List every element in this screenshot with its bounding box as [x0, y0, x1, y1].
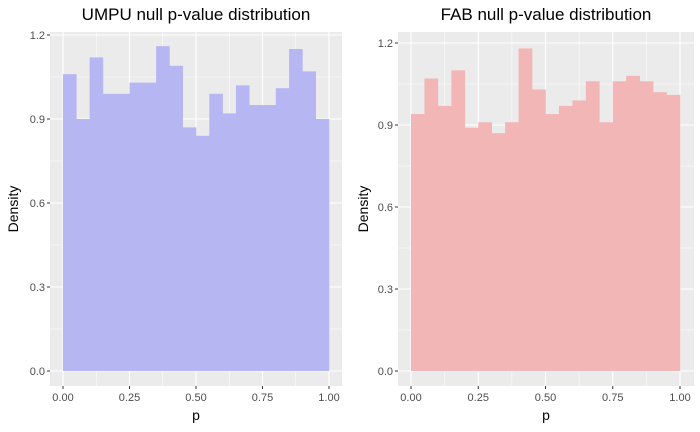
umpu-histogram-bar: [235, 85, 250, 372]
umpu-histogram-bar: [289, 49, 303, 371]
umpu-x-tick-label: 0.75: [252, 392, 273, 404]
fab-histogram-bar: [599, 122, 614, 372]
fab-ticks: 0.00 0.25 0.50 0.75 1.00 0.0 0.3 0.6 0.9 1.2: [378, 38, 691, 404]
umpu-histogram-bar: [129, 82, 144, 371]
fab-histogram-bar: [411, 114, 425, 372]
fab-histogram-bar: [532, 89, 546, 371]
umpu-y-tick-label: 0.9: [30, 114, 45, 126]
umpu-x-tick-label: 0.25: [119, 392, 140, 404]
fab-histogram-bar: [558, 105, 573, 371]
fab-chart-title: FAB null p-value distribution: [441, 5, 652, 24]
fab-histogram-bar: [518, 48, 533, 371]
umpu-x-tick-label: 1.00: [318, 392, 339, 404]
umpu-histogram-bar: [222, 113, 237, 372]
umpu-histogram: 0.00 0.25 0.50 0.75 1.00 0.0 0.3 0.6 0.9 1.2 UMPU…: [5, 5, 342, 423]
fab-x-tick-label: 1.00: [669, 392, 690, 404]
fab-histogram-bar: [505, 122, 519, 372]
fab-histogram-bar: [666, 94, 681, 371]
fab-y-tick-label: 1.2: [378, 38, 393, 50]
umpu-x-tick-label: 0.00: [52, 392, 73, 404]
umpu-y-tick-label: 0.3: [30, 282, 45, 294]
umpu-histogram-bar: [262, 105, 277, 371]
fab-histogram-bar: [653, 92, 667, 371]
umpu-y-tick-label: 0.6: [30, 198, 45, 210]
fab-histogram-bar: [464, 127, 479, 371]
fab-histogram-bar: [572, 100, 587, 372]
umpu-histogram-bar: [182, 127, 197, 372]
fab-histogram-bar: [437, 105, 452, 371]
umpu-histogram-bar: [209, 93, 223, 372]
umpu-histogram-bar: [249, 105, 263, 371]
umpu-histogram-bar: [275, 88, 290, 371]
umpu-x-axis-label: p: [192, 407, 200, 423]
umpu-y-tick-label: 1.2: [30, 30, 45, 42]
fab-y-tick-label: 0.9: [378, 120, 393, 132]
umpu-histogram-bar: [315, 119, 330, 371]
fab-histogram-bar: [585, 81, 600, 372]
umpu-histogram-bar: [102, 93, 117, 372]
fab-histogram-bar: [491, 133, 506, 371]
umpu-histogram-bar: [302, 71, 316, 372]
fab-histogram: 0.00 0.25 0.50 0.75 1.00 0.0 0.3 0.6 0.9 1.2 FAB …: [355, 5, 694, 423]
umpu-histogram-bar: [142, 82, 157, 371]
fab-x-tick-label: 0.50: [535, 392, 556, 404]
fab-histogram-bar: [626, 75, 640, 372]
fab-bars: [411, 48, 681, 372]
umpu-histogram-bar: [169, 65, 183, 372]
fab-x-tick-label: 0.25: [468, 392, 489, 404]
fab-histogram-bar: [478, 122, 492, 372]
umpu-histogram-bar: [196, 135, 210, 371]
fab-x-axis-label: p: [542, 407, 550, 423]
fab-x-tick-label: 0.00: [400, 392, 421, 404]
umpu-ticks: 0.00 0.25 0.50 0.75 1.00 0.0 0.3 0.6 0.9 1.2: [30, 30, 340, 404]
umpu-histogram-bar: [63, 74, 77, 371]
fab-y-axis-label: Density: [355, 186, 371, 233]
fab-histogram-bar: [424, 78, 439, 372]
fab-x-tick-label: 0.75: [602, 392, 623, 404]
umpu-x-tick-label: 0.50: [185, 392, 206, 404]
fab-histogram-bar: [612, 81, 627, 372]
umpu-histogram-bar: [89, 57, 104, 372]
fab-histogram-bar: [451, 70, 466, 371]
umpu-y-tick-label: 0.0: [30, 366, 45, 378]
fab-histogram-bar: [639, 81, 654, 372]
umpu-bars: [63, 46, 330, 372]
fab-y-tick-label: 0.0: [378, 366, 393, 378]
umpu-histogram-bar: [76, 119, 90, 371]
umpu-histogram-bar: [156, 46, 170, 371]
fab-y-tick-label: 0.3: [378, 284, 393, 296]
umpu-histogram-bar: [116, 93, 130, 372]
fab-histogram-bar: [545, 114, 560, 372]
umpu-y-axis-label: Density: [5, 186, 21, 233]
fab-y-tick-label: 0.6: [378, 202, 393, 214]
umpu-chart-title: UMPU null p-value distribution: [82, 5, 311, 24]
